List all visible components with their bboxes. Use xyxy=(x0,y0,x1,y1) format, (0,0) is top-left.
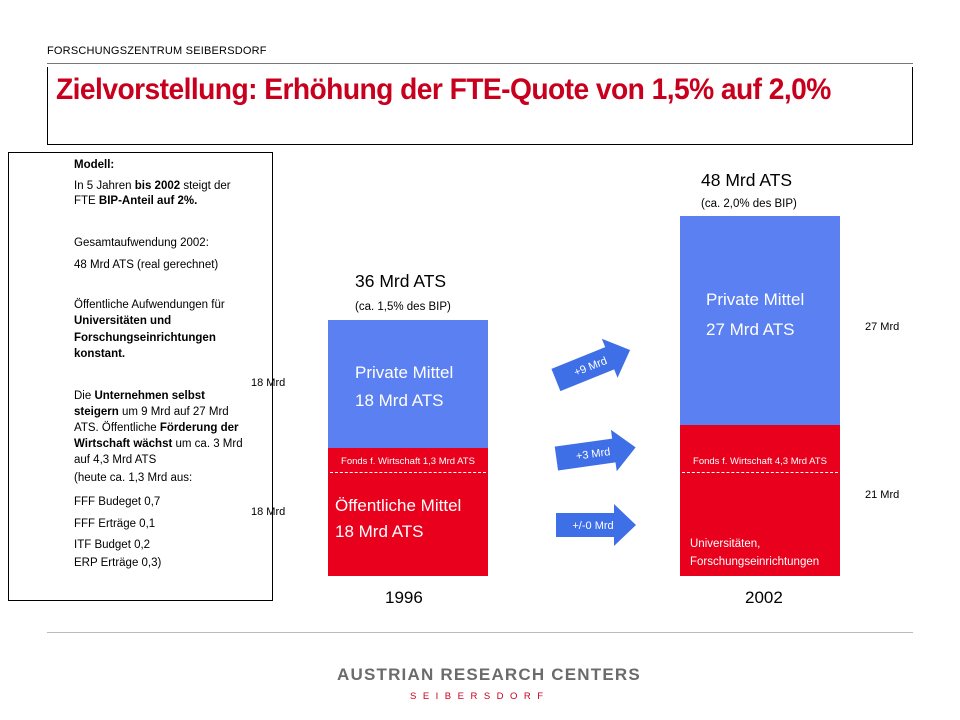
bar-1996-public xyxy=(328,448,488,576)
arrow-right-icon: +/-0 Mrd xyxy=(556,504,636,546)
model-text-line: Öffentliche Aufwendungen für xyxy=(74,299,225,311)
header-rule xyxy=(47,63,913,64)
side-label-1996-lower: 18 Mrd xyxy=(251,506,286,518)
bar-1996-fonds-divider xyxy=(330,472,486,473)
model-text-line: Wirtschaft wächst um ca. 3 Mrd xyxy=(74,438,243,450)
model-text-line: Forschungseinrichtungen xyxy=(74,332,216,344)
year-2002: 2002 xyxy=(745,588,783,607)
slide-title: Zielvorstellung: Erhöhung der FTE-Quote … xyxy=(56,73,831,106)
model-text-line: FFF Budeget 0,7 xyxy=(74,496,161,508)
total-2002-share: (ca. 2,0% des BIP) xyxy=(701,198,797,210)
model-text-line: 48 Mrd ATS (real gerechnet) xyxy=(74,259,219,271)
model-text-line: Gesamtaufwendung 2002: xyxy=(74,237,209,249)
model-text-line: ERP Erträge 0,3) xyxy=(74,557,162,569)
arrow-middle-label: +3 Mrd xyxy=(575,446,611,463)
footer-brand-sub: SEIBERSDORF xyxy=(410,691,550,702)
model-text-line: steigern um 9 Mrd auf 27 Mrd xyxy=(74,406,229,418)
arrow-up-icon: +9 Mrd xyxy=(551,338,631,392)
bar-1996-private-label: Private Mittel 18 Mrd ATS xyxy=(355,363,454,410)
model-text-line: In 5 Jahren bis 2002 steigt der xyxy=(74,180,231,192)
bar-2002-fonds-label: Fonds f. Wirtschaft 4,3 Mrd ATS xyxy=(693,456,827,467)
footer-rule xyxy=(47,632,913,633)
side-label-2002-upper: 27 Mrd xyxy=(865,321,900,333)
bar-1996-private xyxy=(328,320,488,448)
total-2002: 48 Mrd ATS xyxy=(701,170,793,190)
model-text-line: FTE BIP-Anteil auf 2%. xyxy=(74,195,198,207)
model-heading: Modell: xyxy=(74,159,115,171)
title-frame xyxy=(47,67,913,145)
model-textbox: Modell: In 5 Jahren bis 2002 steigt der … xyxy=(8,152,273,601)
arrow-right-icon: +3 Mrd xyxy=(554,429,636,472)
model-text-line: FFF Erträge 0,1 xyxy=(74,518,156,530)
total-1996-share: (ca. 1,5% des BIP) xyxy=(355,301,451,313)
model-text-line: konstant. xyxy=(74,348,126,360)
model-text-line: ITF Budget 0,2 xyxy=(74,539,151,551)
bar-1996-public-label: Öffentliche Mittel 18 Mrd ATS xyxy=(335,496,462,541)
model-text-line: Universitäten und xyxy=(74,315,172,327)
bar-2002-fonds-divider xyxy=(682,472,838,473)
bar-2002-private-label: Private Mittel 27 Mrd ATS xyxy=(706,290,805,339)
side-label-1996-upper: 18 Mrd xyxy=(251,377,286,389)
bar-2002-private xyxy=(680,216,840,425)
model-text-line: (heute ca. 1,3 Mrd aus: xyxy=(74,472,193,484)
bar-2002-public xyxy=(680,425,840,576)
growth-arrows: +9 Mrd +3 Mrd +/-0 Mrd xyxy=(551,338,636,546)
organization-label: FORSCHUNGSZENTRUM SEIBERSDORF xyxy=(47,45,267,57)
model-text-line: ATS. Öffentliche Förderung der xyxy=(74,422,239,434)
arrow-bottom-label: +/-0 Mrd xyxy=(572,520,613,532)
bar-2002-public-label: Universitäten, Forschungseinrichtungen xyxy=(690,538,820,568)
bar-1996-fonds-label: Fonds f. Wirtschaft 1,3 Mrd ATS xyxy=(341,456,475,467)
model-text-line: Die Unternehmen selbst xyxy=(74,390,206,402)
model-text-line: auf 4,3 Mrd ATS xyxy=(74,454,157,466)
side-label-2002-lower: 21 Mrd xyxy=(865,489,900,501)
footer-brand-logo: AUSTRIAN RESEARCH CENTERS xyxy=(337,665,641,684)
year-1996: 1996 xyxy=(385,588,423,607)
total-1996: 36 Mrd ATS xyxy=(355,271,447,291)
